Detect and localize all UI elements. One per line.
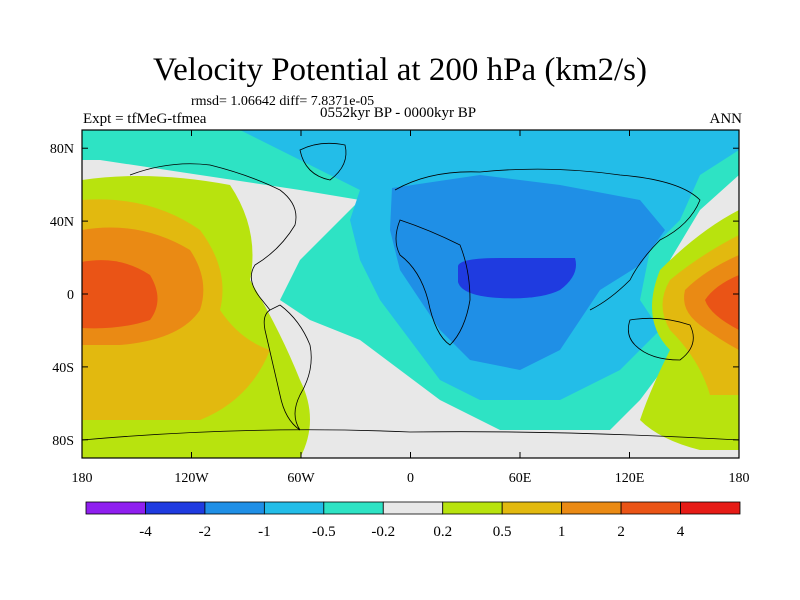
colorbar-label: -4 <box>139 524 152 540</box>
colorbar-label: 4 <box>677 524 685 540</box>
eurasia-coast <box>394 168 701 311</box>
coastlines <box>82 142 739 441</box>
colorbar-label: -1 <box>258 524 271 540</box>
colorbar-label: -0.2 <box>371 524 395 540</box>
colorbar-swatch <box>263 501 325 515</box>
colorbar-swatch <box>204 501 265 515</box>
australia-coast <box>627 317 694 361</box>
stats-text: rmsd= 1.06642 diff= 7.8371e-05 <box>191 94 375 109</box>
colorbar-label: -0.5 <box>312 524 336 540</box>
colorbar-swatch <box>145 501 206 515</box>
y-tick-label: 40N <box>50 215 74 230</box>
x-axis: 180 120W 60W 0 60E 120E 180 <box>72 130 750 486</box>
x-tick-label: 180 <box>72 471 93 486</box>
x-tick-label: 120E <box>615 471 645 486</box>
colorbar-label: 0.2 <box>433 524 452 540</box>
colorbar-label: 0.5 <box>493 524 512 540</box>
antarctica-coast <box>82 429 739 441</box>
y-axis: 80N 40N 0 40S 80S <box>50 142 739 449</box>
x-tick-label: 120W <box>174 471 209 486</box>
x-tick-label: 60W <box>287 471 315 486</box>
y-tick-label: 80N <box>50 142 74 157</box>
x-tick-label: 180 <box>729 471 750 486</box>
chart-title: Velocity Potential at 200 hPa (km2/s) <box>152 52 648 88</box>
colorbar-label: 2 <box>617 524 625 540</box>
season-label: ANN <box>709 111 743 127</box>
colorbar-swatch <box>680 501 741 515</box>
colorbar-swatch <box>501 501 563 515</box>
colorbar-label: -2 <box>199 524 212 540</box>
colorbar-swatch <box>620 501 681 515</box>
experiment-label: Expt = tfMeG-tfmea <box>83 111 207 127</box>
y-tick-label: 80S <box>52 434 74 449</box>
colorbar-label: 1 <box>558 524 566 540</box>
north-america-coast <box>129 163 297 311</box>
period-label: 0552kyr BP - 0000kyr BP <box>320 105 477 121</box>
band-cyan-atlantic <box>330 285 372 305</box>
band-red-east <box>705 275 739 330</box>
x-tick-label: 60E <box>509 471 532 486</box>
colorbar: -4 -2 -1 -0.5 -0.2 0.2 0.5 1 2 4 <box>85 501 741 540</box>
greenland-coast <box>299 142 347 181</box>
colorbar-swatch <box>323 501 384 515</box>
colorbar-swatch <box>85 501 146 515</box>
x-tick-label: 0 <box>407 471 414 486</box>
y-tick-label: 0 <box>67 288 74 303</box>
y-tick-label: 40S <box>52 361 74 376</box>
africa-coast <box>395 219 471 346</box>
band-red-west <box>82 260 158 329</box>
band-darkblue <box>458 258 576 299</box>
colorbar-swatch <box>561 501 622 515</box>
colorbar-swatch <box>382 501 444 515</box>
colorbar-swatch <box>442 501 503 515</box>
contour-field <box>82 130 739 458</box>
